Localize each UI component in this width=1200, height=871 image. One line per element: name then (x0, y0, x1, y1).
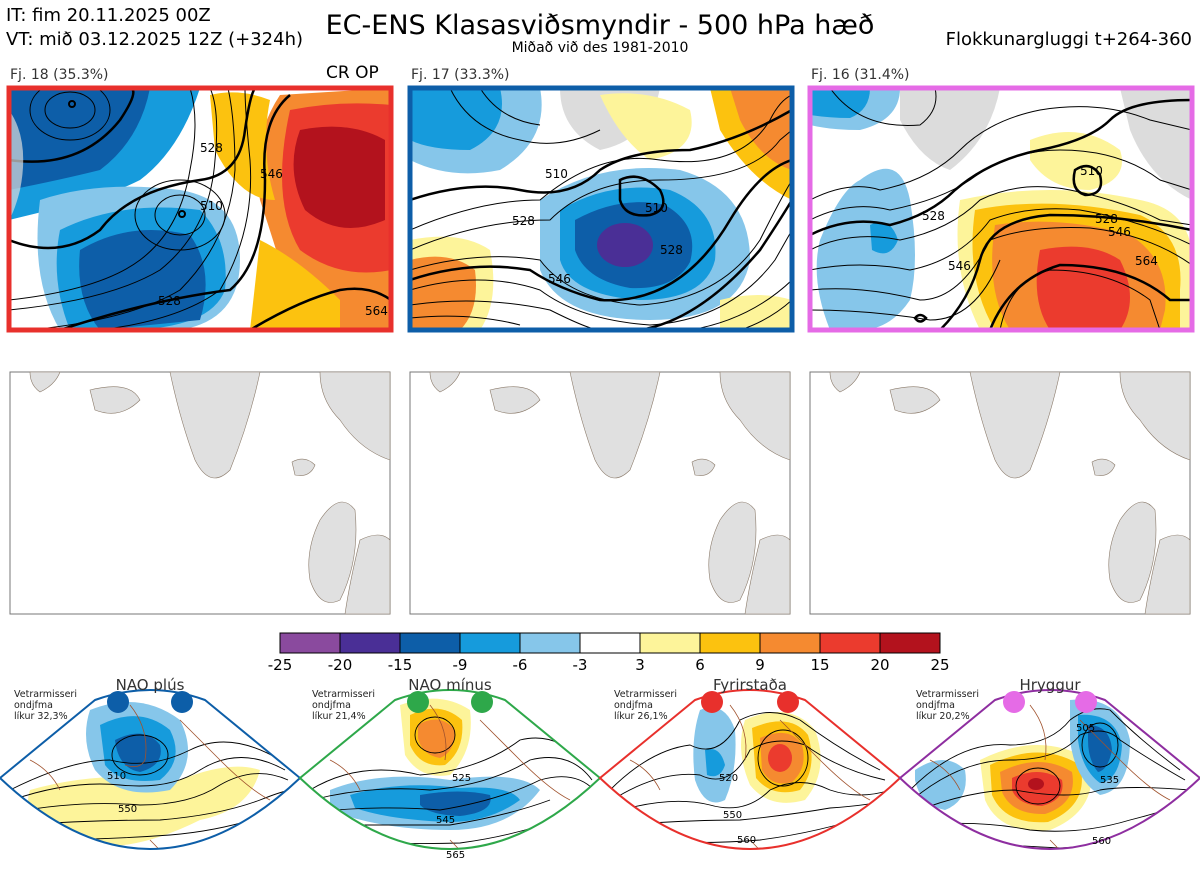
regime-nao-minus-contour-525: 525 (452, 773, 471, 784)
cluster-1-map (9, 88, 391, 330)
empty-map-3 (809, 371, 1191, 615)
empty-map-1 (9, 371, 391, 615)
cluster-1-contour-528b: 528 (158, 294, 181, 308)
colorbar-tick-11: 25 (930, 656, 950, 674)
regime-nao-plus-contour-550: 550 (118, 804, 137, 815)
regime-nao-plus-marker-right (171, 691, 193, 713)
cluster-2-contour-528: 528 (512, 214, 535, 228)
regime-ridge-title: Hryggur (1019, 676, 1081, 694)
page-subtitle: Miðað við des 1981-2010 (511, 40, 689, 56)
cluster-2-label: Fj. 17 (33.3%) (411, 67, 510, 83)
cluster-3-frame (807, 85, 1195, 333)
colorbar-segment-10 (879, 632, 941, 654)
colorbar-segment-0 (279, 632, 341, 654)
cluster-1-contour-564: 564 (365, 304, 388, 318)
cluster-2-contour-510b: 510 (645, 201, 668, 215)
regime-nao-minus-contour-565: 565 (446, 850, 465, 861)
regime-nao-minus-marker-left (407, 691, 429, 713)
cluster-3-contour-528b: 528 (1095, 212, 1118, 226)
regime-nao-plus-title: NAO plús (115, 676, 185, 694)
regime-nao-minus-title: NAO mínus (408, 676, 492, 694)
cluster-2-contour-510: 510 (545, 167, 568, 181)
page-title: EC-ENS Klasasviðsmyndir - 500 hPa hæð (325, 10, 875, 41)
regime-blocking-title: Fyrirstaða (713, 676, 787, 694)
regime-nao-plus-marker-left (107, 691, 129, 713)
cluster-3-contour-564: 564 (1135, 254, 1158, 268)
colorbar-tick-1: -20 (327, 656, 353, 674)
regime-ridge-marker-right (1075, 691, 1097, 713)
colorbar-tick-6: 3 (635, 656, 645, 674)
colorbar-segment-2 (399, 632, 461, 654)
empty-map-2 (409, 371, 791, 615)
colorbar-tick-4: -6 (512, 656, 528, 674)
regime-nao-minus-contour-545: 545 (436, 815, 455, 826)
regime-nao-plus-contour-510: 510 (107, 771, 126, 782)
cluster-1-frame (6, 85, 394, 333)
regime-blocking-contour-520: 520 (719, 773, 738, 784)
colorbar-segment-3 (459, 632, 521, 654)
regime-ridge-marker-left (1003, 691, 1025, 713)
colorbar-tick-8: 9 (755, 656, 765, 674)
colorbar-segment-7 (699, 632, 761, 654)
cluster-1-contour-546: 546 (260, 167, 283, 181)
cluster-3-contour-546b: 546 (1108, 225, 1131, 239)
regime-nao-minus-note: Vetrarmisseri ondjfma líkur 21,4% (312, 689, 375, 722)
colorbar-segment-1 (339, 632, 401, 654)
regime-ridge-note: Vetrarmisseri ondjfma líkur 20,2% (916, 689, 979, 722)
regime-blocking-marker-left (701, 691, 723, 713)
cluster-1-contour-510: 510 (200, 199, 223, 213)
regime-nao-minus-marker-right (471, 691, 493, 713)
regime-nao-plus-note: Vetrarmisseri ondjfma líkur 32,3% (14, 689, 77, 722)
cluster-2-contour-546: 546 (548, 272, 571, 286)
cluster-3-contour-510: 510 (1080, 164, 1103, 178)
cluster-1-tag: CR OP (326, 63, 379, 83)
cluster-2-frame (407, 85, 795, 333)
cluster-3-map (810, 88, 1192, 330)
cluster-2-contour-528b: 528 (660, 243, 683, 257)
colorbar-segment-9 (819, 632, 881, 654)
colorbar (279, 632, 941, 654)
cluster-3-contour-546: 546 (948, 259, 971, 273)
regime-blocking-note: Vetrarmisseri ondjfma líkur 26,1% (614, 689, 677, 722)
regime-blocking-contour-550: 550 (723, 810, 742, 821)
colorbar-segment-5 (579, 632, 641, 654)
colorbar-segment-4 (519, 632, 581, 654)
colorbar-tick-2: -15 (387, 656, 413, 674)
cluster-3-label: Fj. 16 (31.4%) (811, 67, 910, 83)
regime-ridge-contour-535: 535 (1100, 775, 1119, 786)
cluster-1-contour-528: 528 (200, 141, 223, 155)
colorbar-tick-9: 15 (810, 656, 830, 674)
colorbar-tick-3: -9 (452, 656, 468, 674)
cluster-1-label: Fj. 18 (35.3%) (10, 67, 109, 83)
regime-blocking-marker-right (777, 691, 799, 713)
colorbar-segment-6 (639, 632, 701, 654)
cluster-2-map (410, 88, 792, 330)
cluster-3-contour-528: 528 (922, 209, 945, 223)
regime-blocking-contour-560: 560 (737, 835, 756, 846)
regime-ridge-contour-560: 560 (1092, 836, 1111, 847)
initial-time: IT: fim 20.11.2025 00Z (6, 5, 211, 26)
colorbar-tick-7: 6 (695, 656, 705, 674)
classification-window: Flokkunargluggi t+264-360 (945, 29, 1192, 50)
colorbar-tick-5: -3 (572, 656, 588, 674)
valid-time: VT: mið 03.12.2025 12Z (+324h) (6, 29, 304, 50)
colorbar-segment-8 (759, 632, 821, 654)
colorbar-tick-10: 20 (870, 656, 890, 674)
colorbar-tick-0: -25 (267, 656, 293, 674)
regime-ridge-contour-505: 505 (1076, 723, 1095, 734)
